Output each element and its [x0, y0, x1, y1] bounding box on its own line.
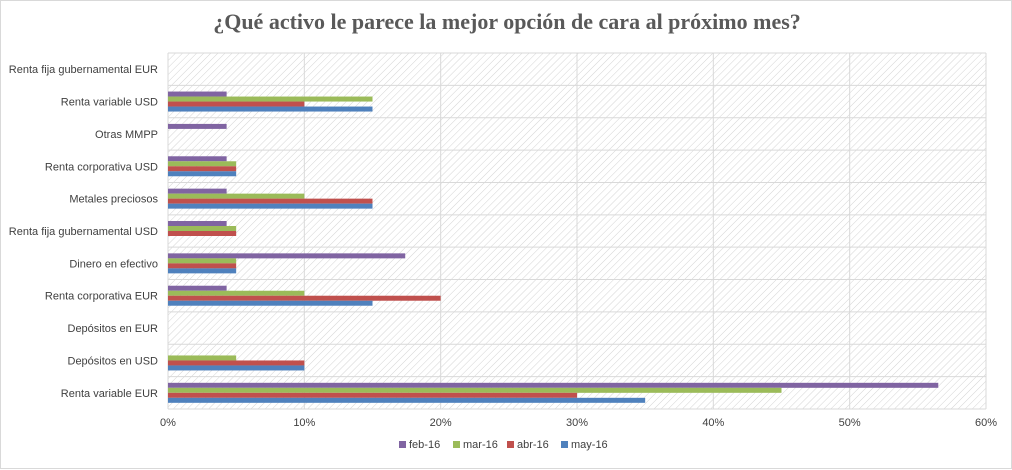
category-label: Renta variable USD: [61, 97, 158, 109]
bar-feb-16: [168, 123, 227, 129]
legend-label-mar-16: mar-16: [463, 439, 498, 451]
legend-swatch-abr-16: [507, 441, 514, 448]
bar-mar-16: [168, 161, 237, 167]
bar-abr-16: [168, 392, 577, 398]
bar-mar-16: [168, 226, 237, 231]
category-label: Depósitos en EUR: [68, 323, 159, 335]
bar-abr-16: [168, 360, 305, 366]
category-label: Renta fija gubernamental USD: [9, 226, 158, 238]
bar-feb-16: [168, 285, 227, 291]
x-tick-label: 40%: [702, 417, 724, 429]
x-tick-label: 20%: [430, 417, 452, 429]
bar-may-16: [168, 171, 237, 177]
bar-feb-16: [168, 156, 227, 162]
bar-may-16: [168, 365, 305, 371]
bar-may-16: [168, 203, 373, 209]
bar-may-16: [168, 300, 373, 306]
bar-feb-16: [168, 382, 939, 388]
bar-abr-16: [168, 231, 237, 236]
category-label: Renta corporativa EUR: [45, 291, 158, 303]
legend-label-feb-16: feb-16: [409, 439, 440, 451]
category-label: Depósitos en USD: [68, 355, 159, 367]
category-label: Metales preciosos: [69, 194, 158, 206]
bar-may-16: [168, 268, 237, 274]
legend-swatch-mar-16: [453, 441, 460, 448]
x-tick-label: 10%: [293, 417, 315, 429]
bar-abr-16: [168, 295, 441, 301]
bar-mar-16: [168, 96, 373, 102]
bar-mar-16: [168, 193, 305, 199]
category-label: Renta corporativa USD: [45, 161, 158, 173]
bar-feb-16: [168, 253, 406, 259]
category-label: Otras MMPP: [95, 129, 158, 141]
category-label: Dinero en efectivo: [69, 258, 158, 270]
bar-mar-16: [168, 387, 782, 393]
x-tick-label: 50%: [839, 417, 861, 429]
bar-may-16: [168, 106, 373, 112]
bar-feb-16: [168, 91, 227, 97]
chart-title: ¿Qué activo le parece la mejor opción de…: [213, 9, 801, 34]
bar-mar-16: [168, 355, 237, 361]
x-tick-label: 60%: [975, 417, 997, 429]
bar-abr-16: [168, 198, 373, 204]
x-tick-label: 0%: [160, 417, 176, 429]
legend-label-abr-16: abr-16: [517, 439, 549, 451]
x-tick-label: 30%: [566, 417, 588, 429]
category-label: Renta fija gubernamental EUR: [9, 64, 158, 76]
bar-abr-16: [168, 101, 305, 107]
bar-mar-16: [168, 290, 305, 296]
bar-mar-16: [168, 258, 237, 264]
bar-abr-16: [168, 263, 237, 269]
legend-swatch-feb-16: [399, 441, 406, 448]
bar-abr-16: [168, 166, 237, 172]
category-label: Renta variable EUR: [61, 388, 158, 400]
bar-feb-16: [168, 221, 227, 226]
legend-label-may-16: may-16: [571, 439, 608, 451]
bar-may-16: [168, 397, 646, 403]
bar-feb-16: [168, 188, 227, 194]
legend-swatch-may-16: [561, 441, 568, 448]
